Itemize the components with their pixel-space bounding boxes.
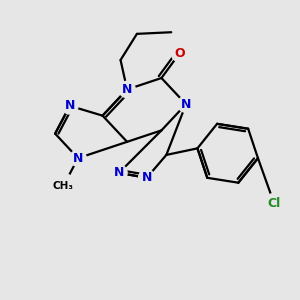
Circle shape [264, 194, 285, 214]
Text: N: N [65, 99, 75, 112]
Text: N: N [142, 171, 152, 184]
Text: N: N [73, 152, 83, 165]
Text: O: O [174, 47, 185, 60]
Circle shape [70, 150, 86, 166]
Circle shape [111, 165, 127, 181]
Text: N: N [181, 98, 191, 111]
Circle shape [119, 81, 135, 98]
Text: CH₃: CH₃ [53, 181, 74, 191]
Text: N: N [114, 167, 124, 179]
Text: N: N [122, 83, 132, 96]
Circle shape [178, 96, 194, 112]
Circle shape [139, 169, 155, 186]
Text: Cl: Cl [268, 197, 281, 211]
Circle shape [62, 98, 78, 114]
Circle shape [171, 45, 188, 62]
Circle shape [51, 174, 76, 198]
